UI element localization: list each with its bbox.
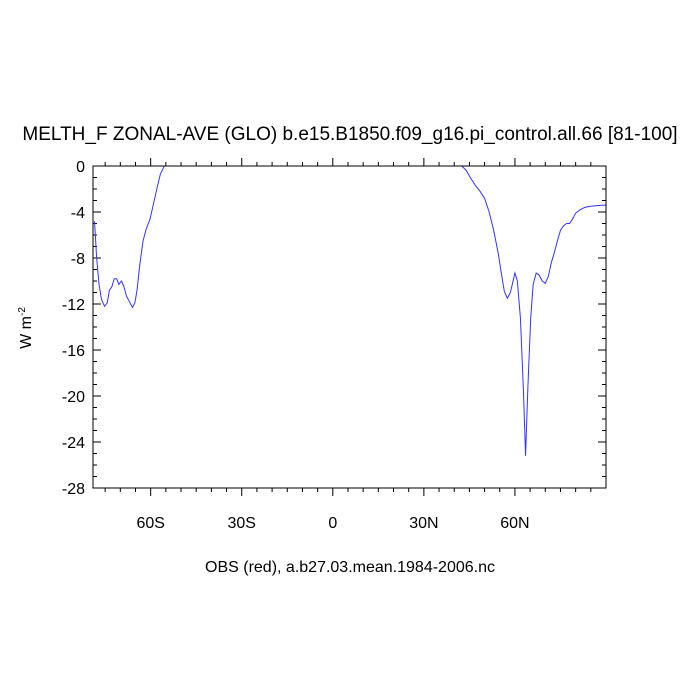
footer-source-note: OBS (red), a.b27.03.mean.1984-2006.nc — [205, 559, 495, 576]
y-axis-label: W m-2 — [17, 307, 35, 349]
data-series-line — [94, 165, 606, 456]
y-tick-label: -4 — [71, 205, 85, 222]
y-axis-label-exponent: -2 — [17, 307, 28, 316]
y-tick-label: 0 — [76, 159, 85, 176]
y-tick-label: -28 — [62, 481, 85, 498]
y-tick-label: -24 — [62, 435, 85, 452]
x-axis-tick-labels: 60S 30S 0 30N 60N — [136, 515, 529, 532]
x-tick-label: 30S — [228, 515, 256, 532]
plot-frame — [92, 165, 607, 489]
y-axis-tick-labels: 0 -4 -8 -12 -16 -20 -24 -28 — [62, 159, 85, 498]
y-tick-label: -8 — [71, 251, 85, 268]
axis-ticks — [93, 158, 606, 496]
y-tick-label: -12 — [62, 297, 85, 314]
x-tick-label: 30N — [409, 515, 438, 532]
x-tick-label: 0 — [328, 515, 337, 532]
x-tick-label: 60N — [500, 515, 529, 532]
y-axis-label-unit: W m — [18, 316, 35, 349]
x-tick-label: 60S — [136, 515, 164, 532]
chart-title: MELTH_F ZONAL-AVE (GLO) b.e15.B1850.f09_… — [22, 124, 677, 145]
y-tick-label: -16 — [62, 343, 85, 360]
y-tick-label: -20 — [62, 389, 85, 406]
